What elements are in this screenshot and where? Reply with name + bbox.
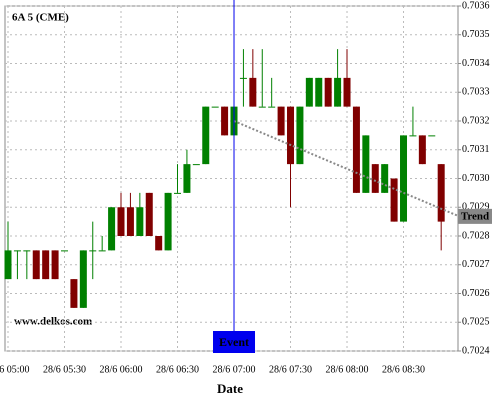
- candle-body: [418, 135, 426, 165]
- candle-body: [23, 250, 31, 252]
- candle-body: [136, 207, 144, 236]
- candle-body: [400, 135, 408, 222]
- y-tick-label: 0.7027: [462, 259, 490, 270]
- candle-body: [155, 236, 163, 251]
- candle-body: [79, 250, 87, 308]
- watermark: www.delkos.com: [14, 316, 92, 328]
- y-tick-label: 0.7034: [462, 58, 490, 69]
- candle-body: [343, 77, 351, 107]
- candle-body: [381, 164, 389, 193]
- candle-body: [145, 192, 153, 236]
- y-tick-label: 0.7024: [462, 345, 490, 356]
- candle-body: [89, 250, 97, 252]
- candle-body: [98, 250, 106, 252]
- candle-body: [126, 207, 134, 236]
- trend-label: Trend: [461, 210, 489, 222]
- y-tick-label: 0.7025: [462, 317, 490, 328]
- candle-body: [305, 77, 313, 107]
- candle-body: [42, 250, 50, 280]
- y-tick-label: 0.7033: [462, 87, 490, 98]
- y-tick-label: 0.7035: [462, 29, 490, 40]
- y-tick-label: 0.7026: [462, 288, 490, 299]
- chart-title: 6A 5 (CME): [12, 12, 69, 24]
- x-tick-label: 28/6 07:00: [212, 364, 255, 375]
- candle-body: [51, 250, 59, 280]
- candle-body: [174, 192, 182, 194]
- x-tick-label: 28/6 08:30: [382, 364, 425, 375]
- candle-body: [61, 250, 69, 252]
- x-tick-label: 28/6 06:30: [156, 364, 199, 375]
- candle-body: [268, 106, 276, 108]
- candle-body: [296, 106, 304, 165]
- x-axis-title: Date: [217, 381, 243, 396]
- y-tick-label: 0.7030: [462, 173, 490, 184]
- candle-body: [249, 77, 257, 107]
- candle-body: [221, 106, 229, 136]
- event-label: Event: [219, 335, 249, 349]
- candle-body: [70, 279, 78, 308]
- candle-body: [13, 250, 21, 252]
- y-tick-label: 0.7036: [462, 0, 490, 11]
- trend-line: [233, 120, 459, 217]
- candle-body: [390, 178, 398, 222]
- candle-body: [428, 135, 436, 137]
- candle-body: [371, 164, 379, 193]
- candle-body: [258, 106, 266, 108]
- x-tick-label: 28/6 05:30: [43, 364, 86, 375]
- candle-body: [239, 77, 247, 79]
- y-tick-label: 0.7031: [462, 144, 490, 155]
- x-tick-label: 28/6 05:00: [0, 364, 30, 375]
- candle-body: [32, 250, 40, 280]
- candle-body: [352, 106, 360, 193]
- candle-body: [183, 164, 191, 193]
- trend-label-box: [458, 208, 492, 224]
- y-tick-label: 0.7029: [462, 202, 490, 213]
- candle-body: [362, 135, 370, 193]
- x-tick-label: 28/6 07:30: [269, 364, 312, 375]
- candle-body: [437, 164, 445, 222]
- x-tick-label: 28/6 08:00: [325, 364, 368, 375]
- candle-body: [108, 207, 116, 251]
- y-tick-label: 0.7028: [462, 230, 490, 241]
- candle-body: [277, 106, 285, 136]
- candle-body: [202, 106, 210, 165]
- candle-body: [334, 77, 342, 107]
- candle-body: [315, 77, 323, 107]
- candle-body: [409, 135, 417, 137]
- y-tick-label: 0.7032: [462, 115, 490, 126]
- candle-body: [192, 164, 200, 166]
- candle-body: [211, 106, 219, 108]
- candle-body: [164, 192, 172, 251]
- candle-body: [287, 106, 295, 165]
- candle-body: [324, 77, 332, 107]
- x-tick-label: 28/6 06:00: [99, 364, 142, 375]
- event-label-box: [213, 331, 256, 353]
- candle-body: [117, 207, 125, 236]
- candle-body: [4, 250, 12, 280]
